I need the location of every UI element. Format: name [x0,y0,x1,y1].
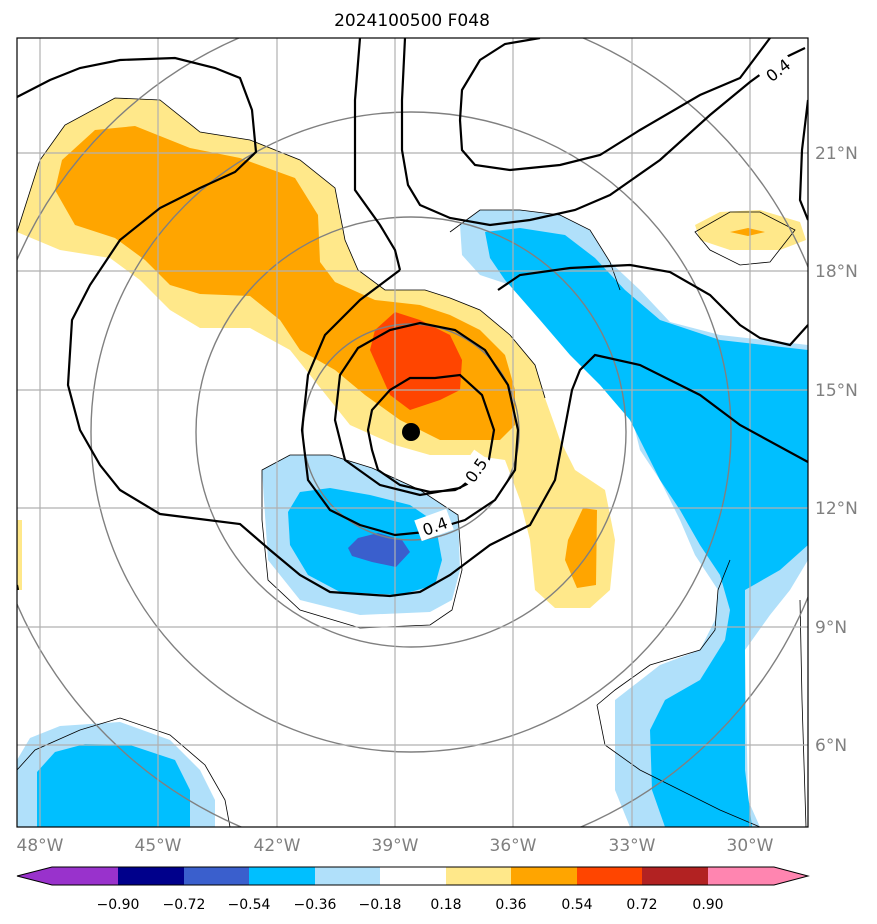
colorbar-bin [249,867,315,885]
positive-anomaly-red [370,312,462,410]
map-frame [16,37,809,828]
colorbar-bin [52,867,118,885]
lat-label: 18°N [815,262,858,282]
colorbar-bin [184,867,249,885]
lon-label: 45°W [135,836,182,856]
lat-label: 6°N [815,736,847,756]
colorbar-extend-high [774,867,808,885]
contour-labels: 0.4 0.5 0.4 [414,50,797,542]
lon-label: 33°W [609,836,656,856]
colorbar-outline [16,866,810,886]
map-title: 2024100500 F048 [334,11,490,31]
map-panel: 0.4 0.5 0.4 [17,38,808,827]
lat-label: 15°N [815,381,858,401]
storm-center-marker [402,423,420,441]
lon-label: 48°W [17,836,64,856]
colorbar-tick-label: −0.18 [359,897,402,913]
colorbar-tick-label: −0.36 [294,897,337,913]
colorbar-tick-label: −0.54 [228,897,271,913]
colorbar: −0.90 −0.72 −0.54 −0.36 −0.18 0.18 0.36 … [16,866,810,913]
lat-label: 9°N [815,618,847,638]
colorbar-bin [511,867,577,885]
colorbar-extend-low [17,867,52,885]
colorbar-bin [315,867,380,885]
colorbar-bin [642,867,708,885]
colorbar-bin [577,867,642,885]
colorbar-tick-label: −0.72 [163,897,206,913]
longitude-labels: 48°W 45°W 42°W 39°W 36°W 33°W 30°W [17,836,774,856]
colorbar-tick-label: 0.36 [495,897,526,913]
lon-label: 30°W [727,836,774,856]
colorbar-tick-label: −0.90 [97,897,140,913]
colorbar-tick-label: 0.72 [626,897,657,913]
colorbar-bin [380,867,446,885]
anomaly-outline-contours [17,97,807,827]
lon-label: 39°W [372,836,419,856]
colorbar-bin [118,867,184,885]
thick-contours [17,38,808,598]
latitude-labels: 21°N 18°N 15°N 12°N 9°N 6°N [815,144,858,756]
colorbar-bin [446,867,511,885]
colorbar-tick-label: 0.90 [692,897,723,913]
lat-label: 21°N [815,144,858,164]
colorbar-bin [708,867,774,885]
colorbar-tick-label: 0.54 [561,897,592,913]
lat-label: 12°N [815,499,858,519]
lon-label: 42°W [254,836,301,856]
colorbar-tick-label: 0.18 [430,897,461,913]
lon-label: 36°W [490,836,537,856]
